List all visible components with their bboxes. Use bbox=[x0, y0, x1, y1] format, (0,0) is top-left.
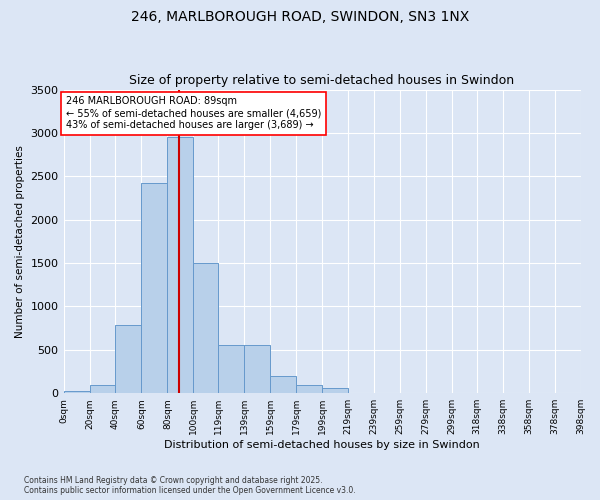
Text: 246, MARLBOROUGH ROAD, SWINDON, SN3 1NX: 246, MARLBOROUGH ROAD, SWINDON, SN3 1NX bbox=[131, 10, 469, 24]
Bar bbox=[244, 345, 270, 393]
Bar bbox=[296, 384, 322, 393]
Bar bbox=[167, 138, 193, 393]
Bar bbox=[322, 388, 348, 393]
Title: Size of property relative to semi-detached houses in Swindon: Size of property relative to semi-detach… bbox=[130, 74, 515, 87]
X-axis label: Distribution of semi-detached houses by size in Swindon: Distribution of semi-detached houses by … bbox=[164, 440, 480, 450]
Bar bbox=[218, 345, 244, 393]
Bar bbox=[64, 392, 89, 393]
Bar bbox=[115, 324, 142, 393]
Bar bbox=[193, 263, 218, 393]
Bar bbox=[270, 376, 296, 393]
Bar bbox=[142, 184, 167, 393]
Bar bbox=[89, 384, 115, 393]
Y-axis label: Number of semi-detached properties: Number of semi-detached properties bbox=[15, 145, 25, 338]
Text: 246 MARLBOROUGH ROAD: 89sqm
← 55% of semi-detached houses are smaller (4,659)
43: 246 MARLBOROUGH ROAD: 89sqm ← 55% of sem… bbox=[66, 96, 322, 130]
Text: Contains HM Land Registry data © Crown copyright and database right 2025.
Contai: Contains HM Land Registry data © Crown c… bbox=[24, 476, 356, 495]
